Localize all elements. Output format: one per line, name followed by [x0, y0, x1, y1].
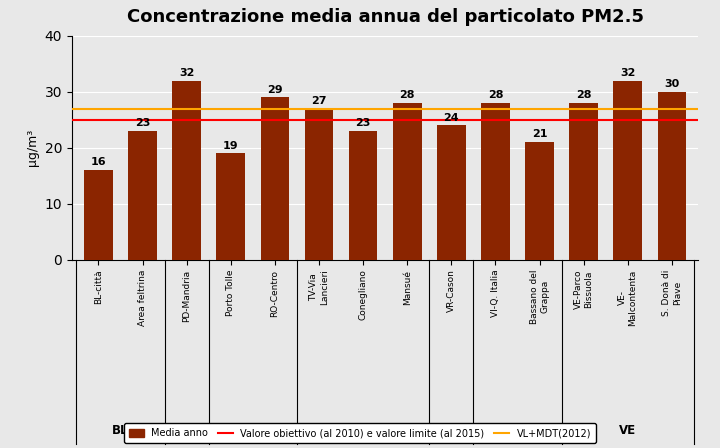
Text: 28: 28 — [400, 90, 415, 100]
Text: 30: 30 — [665, 79, 680, 89]
Text: VE: VE — [619, 424, 636, 437]
Text: 24: 24 — [444, 112, 459, 123]
Text: 23: 23 — [356, 118, 371, 128]
Bar — [305, 109, 333, 260]
Bar — [481, 103, 510, 260]
Text: 23: 23 — [135, 118, 150, 128]
Text: VI: VI — [510, 424, 524, 437]
Text: 32: 32 — [620, 68, 636, 78]
Bar — [613, 81, 642, 260]
Y-axis label: µg/m³: µg/m³ — [26, 129, 39, 167]
Text: PD: PD — [178, 424, 196, 437]
Bar — [526, 142, 554, 260]
Text: 28: 28 — [487, 90, 503, 100]
Text: 21: 21 — [532, 129, 547, 139]
Bar — [217, 153, 245, 260]
Text: 28: 28 — [576, 90, 591, 100]
Bar — [84, 170, 113, 260]
Text: 16: 16 — [91, 157, 107, 168]
Bar — [393, 103, 422, 260]
Text: 29: 29 — [267, 85, 283, 95]
Text: RO: RO — [243, 424, 262, 437]
Text: 32: 32 — [179, 68, 194, 78]
Legend: Media anno, Valore obiettivo (al 2010) e valore limite (al 2015), VL+MDT(2012): Media anno, Valore obiettivo (al 2010) e… — [124, 423, 596, 443]
Text: 19: 19 — [223, 141, 238, 151]
Text: TV: TV — [354, 424, 372, 437]
Bar — [261, 97, 289, 260]
Text: VR: VR — [442, 424, 461, 437]
Bar — [570, 103, 598, 260]
Bar — [348, 131, 377, 260]
Bar — [657, 92, 686, 260]
Title: Concentrazione media annua del particolato PM2.5: Concentrazione media annua del particola… — [127, 8, 644, 26]
Bar — [128, 131, 157, 260]
Text: BL: BL — [112, 424, 129, 437]
Text: 27: 27 — [311, 96, 327, 106]
Bar — [437, 125, 466, 260]
Bar — [172, 81, 201, 260]
